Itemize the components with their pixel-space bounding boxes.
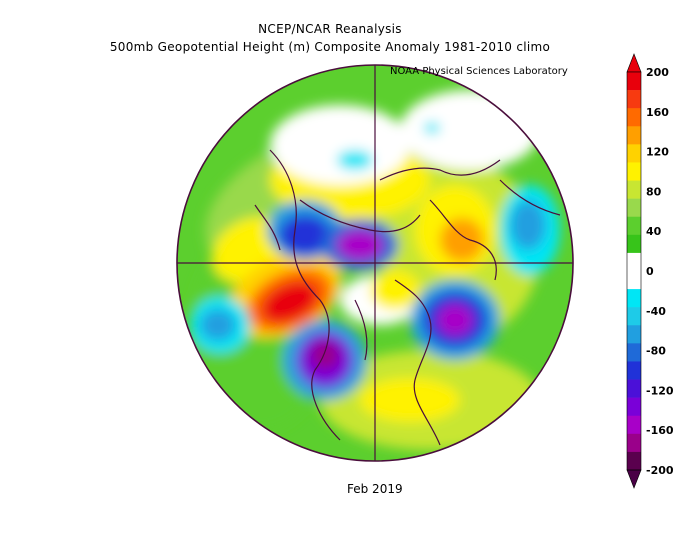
colorbar-tick-label: 40 (646, 225, 662, 238)
colorbar-tick-label: 0 (646, 265, 654, 278)
anomaly-trough (437, 304, 473, 336)
colorbar-tick-label: -160 (646, 424, 674, 437)
colorbar-swatch (627, 234, 641, 254)
colorbar-tick-label: 200 (646, 66, 669, 79)
colorbar-swatch (627, 271, 641, 290)
colorbar-swatch (627, 307, 641, 326)
colorbar-tick-label: 120 (646, 146, 669, 159)
colorbar-swatch (627, 126, 641, 145)
colorbar-swatch (627, 162, 641, 181)
colorbar-swatch (627, 379, 641, 398)
anomaly-trough (311, 341, 339, 369)
coastline (254, 204, 281, 251)
anomaly-trough (510, 200, 546, 250)
colorbar-swatch (627, 216, 641, 236)
colorbar-swatch (627, 451, 641, 471)
coastline (499, 179, 561, 216)
anomaly-ridge (360, 378, 460, 422)
anomaly-trough (279, 215, 331, 255)
chart-title-line1: NCEP/NCAR Reanalysis (258, 22, 402, 36)
colorbar-bottom-arrow (626, 469, 642, 489)
colorbar-tick-label: -120 (646, 384, 674, 397)
colorbar-swatch (627, 180, 641, 199)
colorbar-swatch (627, 198, 641, 218)
colorbar-top-arrow (626, 53, 642, 73)
date-label: Feb 2019 (347, 482, 403, 496)
anomaly-ridge (261, 281, 319, 323)
anomaly-ridge (370, 270, 420, 310)
anomaly-ridge (440, 218, 484, 262)
credit-label: NOAA Physical Sciences Laboratory (390, 66, 568, 77)
colorbar-tick-label: -80 (646, 345, 666, 358)
colorbar-swatch (627, 252, 641, 272)
colorbar-swatch (627, 90, 641, 109)
colorbar-swatch (627, 325, 641, 344)
colorbar-swatch (627, 433, 641, 453)
coastline (394, 279, 441, 446)
anomaly-trough (337, 150, 373, 170)
colorbar-tick-label: -40 (646, 305, 666, 318)
colorbar-swatch (627, 72, 641, 91)
chart-title-line2: 500mb Geopotential Height (m) Composite … (109, 40, 551, 54)
anomaly-trough (200, 309, 236, 341)
colorbar-swatch (627, 108, 641, 127)
coastline (354, 299, 368, 361)
coastline (379, 159, 501, 181)
coastline (429, 199, 497, 281)
colorbar-frame (626, 71, 642, 471)
colorbar-swatch (627, 397, 641, 417)
colorbar-swatch (627, 343, 641, 362)
coastline (269, 149, 341, 441)
anomaly-trough (424, 122, 440, 134)
colorbar-tick-label: 80 (646, 185, 662, 198)
colorbar-tick-label: -200 (646, 464, 674, 477)
coastline (299, 199, 421, 233)
anomaly-trough (336, 229, 384, 261)
colorbar-swatch (627, 144, 641, 163)
colorbar-swatch (627, 289, 641, 308)
colorbar-swatch (627, 415, 641, 435)
colorbar-swatch (627, 361, 641, 380)
colorbar-tick-label: 160 (646, 106, 669, 119)
